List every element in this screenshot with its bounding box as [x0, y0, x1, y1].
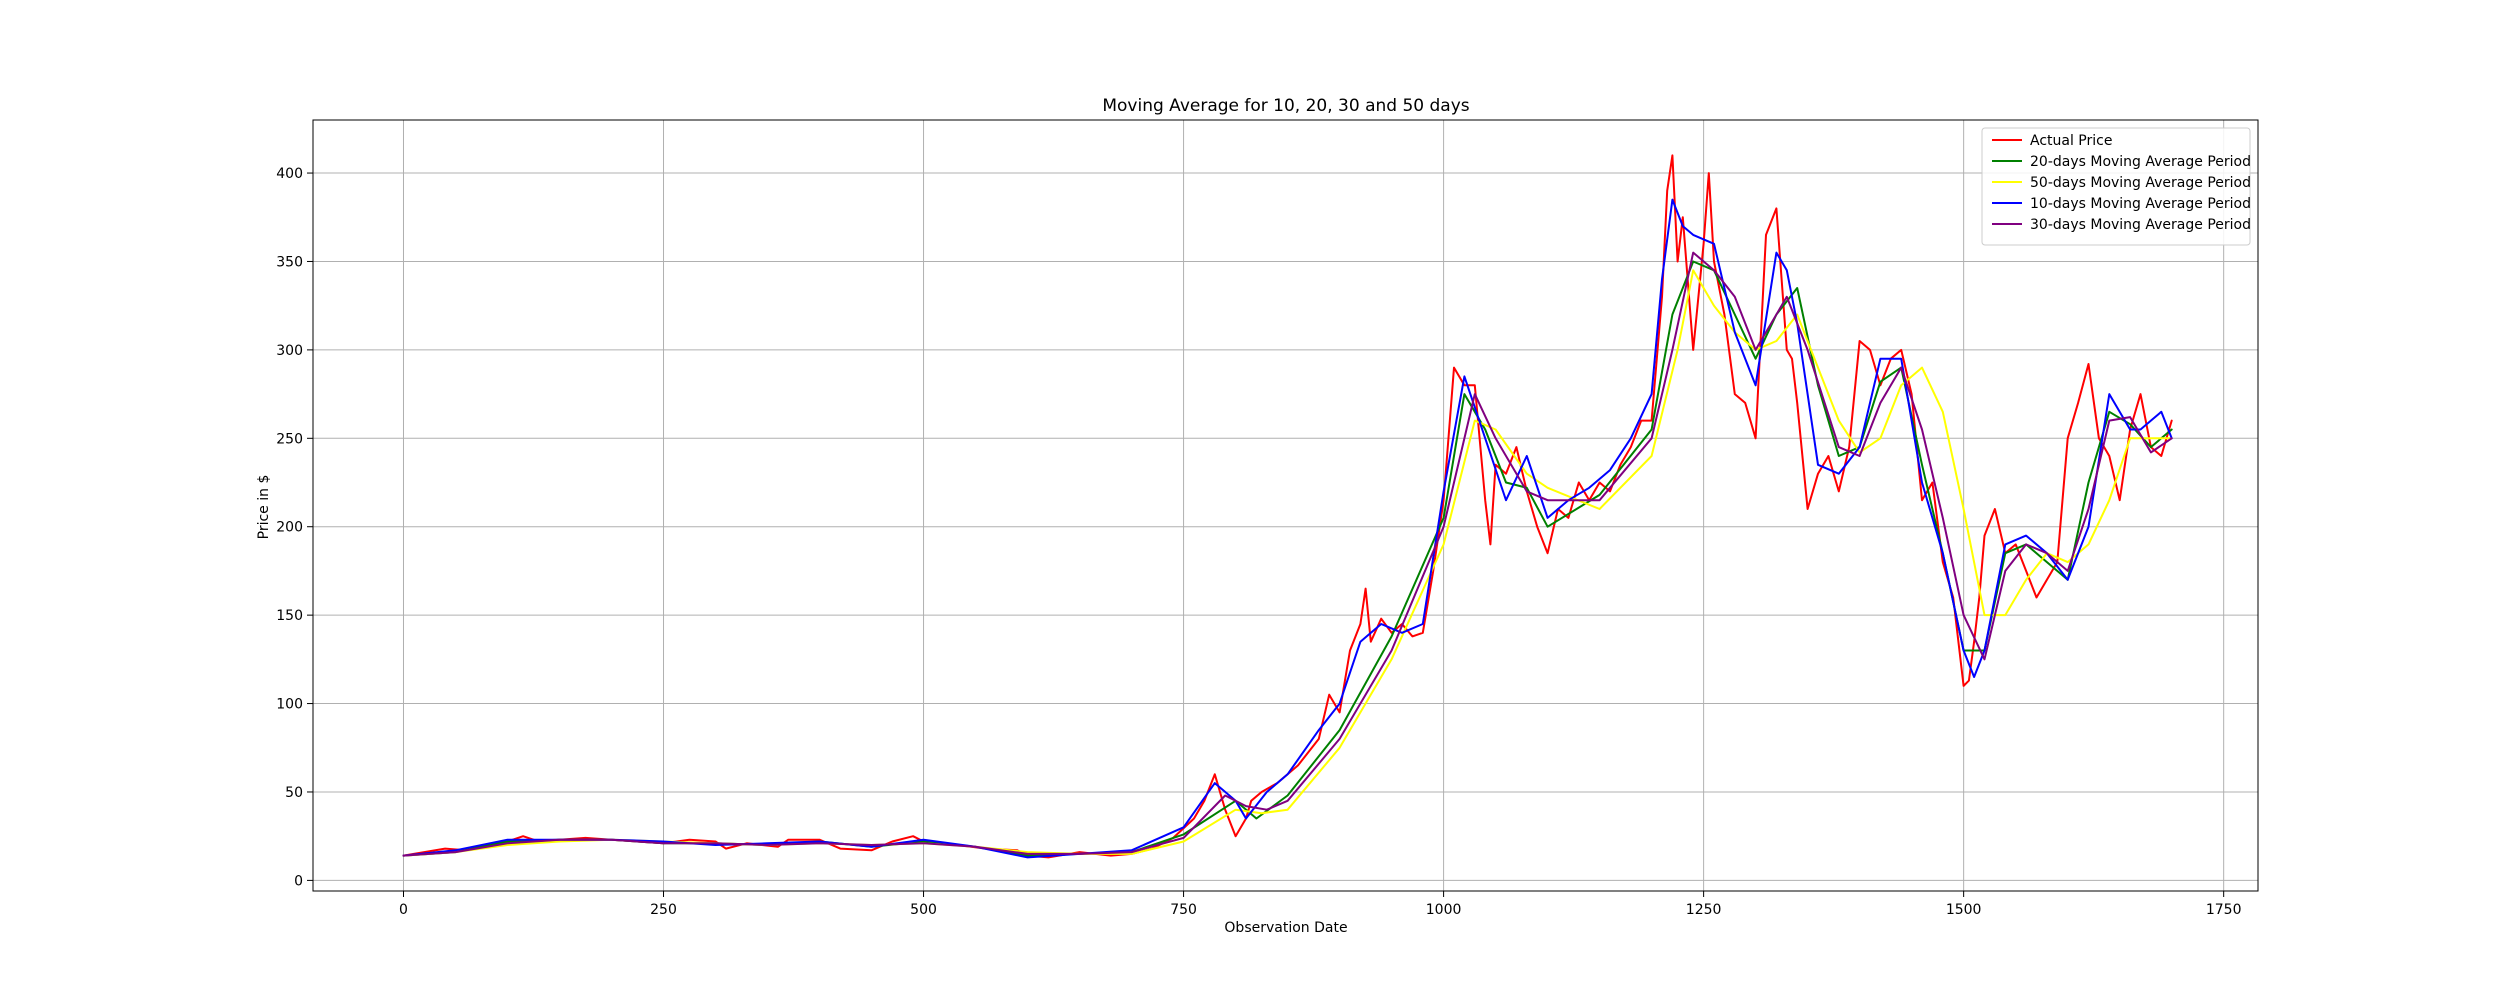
legend-label: 30-days Moving Average Period	[2030, 217, 2251, 233]
y-tick-label: 400	[276, 166, 303, 182]
y-tick-label: 250	[276, 431, 303, 447]
x-tick-label: 1750	[2206, 902, 2242, 918]
x-tick-label: 1250	[1686, 902, 1722, 918]
chart-title: Moving Average for 10, 20, 30 and 50 day…	[1102, 96, 1469, 116]
x-tick-label: 250	[650, 902, 677, 918]
series-line-actual-price	[402, 154, 2173, 859]
y-tick-label: 50	[285, 785, 303, 801]
x-tick-label: 1500	[1946, 902, 1982, 918]
series-line-20-days-moving-average-period	[402, 260, 2173, 857]
series-lines	[402, 154, 2173, 859]
y-axis-label: Price in $	[256, 475, 272, 540]
x-tick-label: 0	[399, 902, 408, 918]
y-tick-label: 0	[294, 873, 303, 889]
plot-area-frame	[312, 119, 2259, 892]
y-tick-label: 300	[276, 343, 303, 359]
series-line-50-days-moving-average-period	[402, 269, 2173, 857]
legend-label: Actual Price	[2030, 133, 2112, 149]
legend-box	[1981, 127, 2251, 246]
x-tick-label: 750	[1170, 902, 1197, 918]
x-tick-label: 500	[910, 902, 937, 918]
legend-label: 20-days Moving Average Period	[2030, 154, 2251, 170]
y-tick-label: 350	[276, 254, 303, 270]
x-axis-label: Observation Date	[1224, 920, 1347, 936]
axis-ticks: 0 250 500 750 1000 1250 1500 1750 0 50 100 150 200 25…	[276, 166, 2241, 918]
y-tick-label: 150	[276, 608, 303, 624]
series-line-10-days-moving-average-period	[402, 198, 2173, 859]
y-tick-label: 200	[276, 520, 303, 536]
series-line-30-days-moving-average-period	[402, 251, 2173, 857]
y-tick-label: 100	[276, 697, 303, 713]
x-tick-label: 1000	[1426, 902, 1462, 918]
legend-label: 50-days Moving Average Period	[2030, 175, 2251, 191]
legend-label: 10-days Moving Average Period	[2030, 196, 2251, 212]
legend: Actual Price 20-days Moving Average Perio…	[1981, 127, 2251, 246]
